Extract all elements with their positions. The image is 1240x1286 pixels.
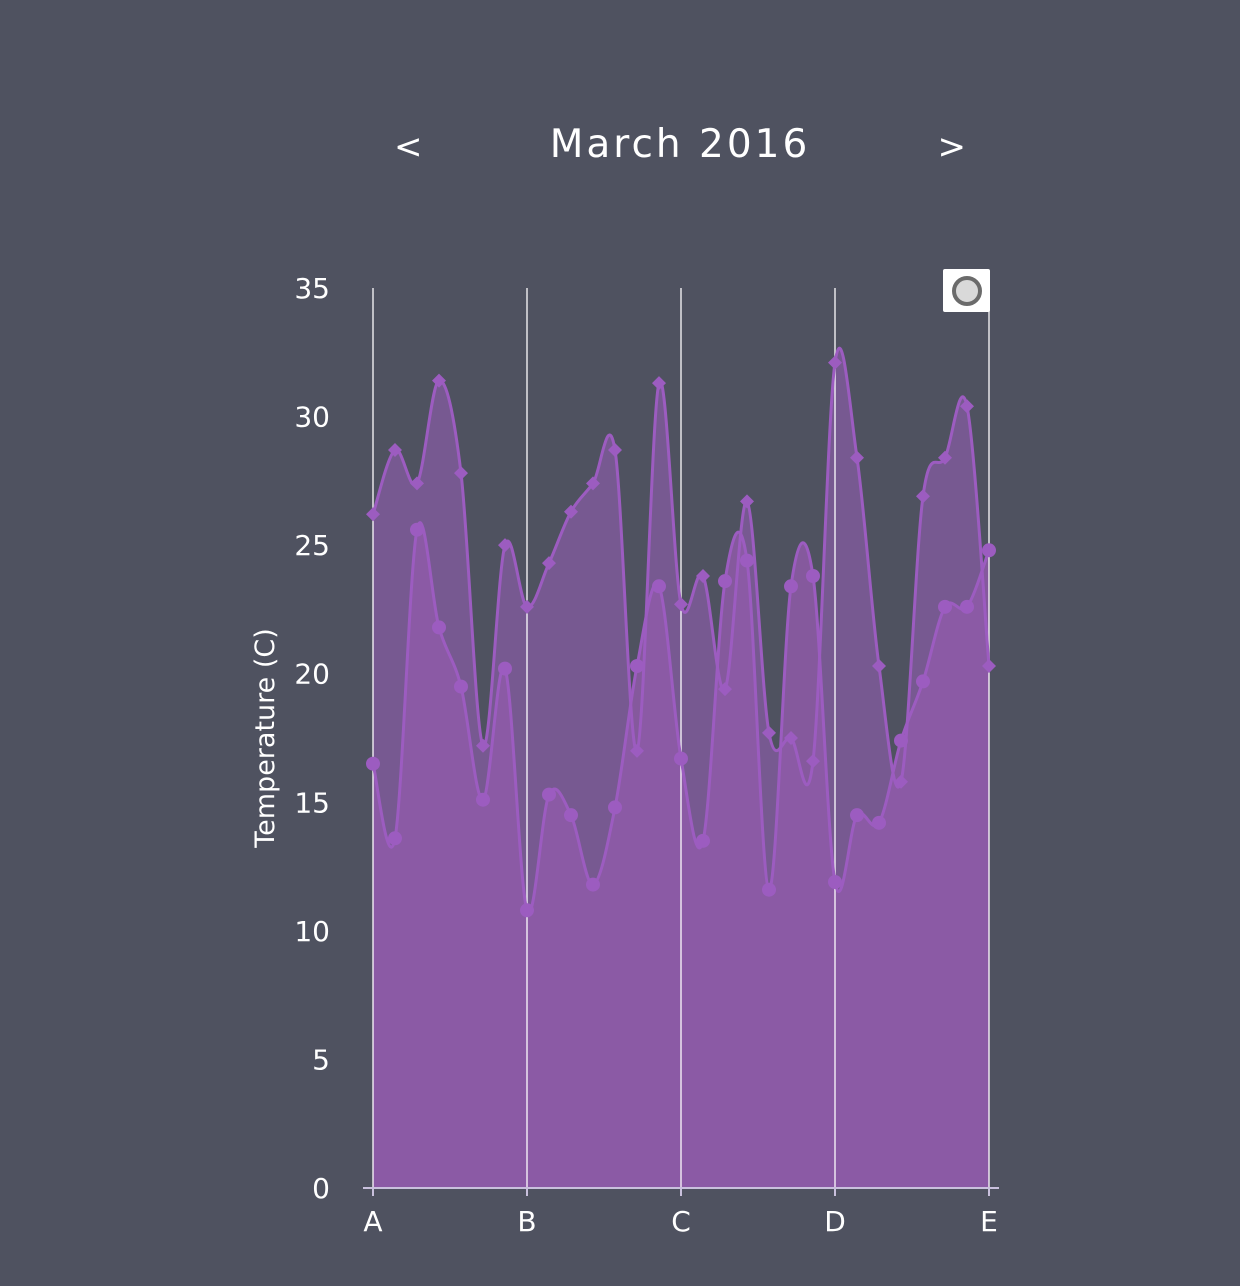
- series-2-point: [916, 674, 930, 689]
- x-tick-label: A: [363, 1205, 382, 1238]
- series-1-point: [938, 450, 952, 465]
- series-1-point: [608, 443, 622, 457]
- y-tick-label: 25: [294, 529, 330, 562]
- series-2-point: [652, 579, 666, 594]
- y-axis-label: Temperature (C): [250, 628, 281, 849]
- series-2-point: [696, 833, 710, 848]
- series-1-point: [520, 599, 534, 614]
- y-tick-label: 30: [294, 401, 330, 434]
- series-1-point: [916, 489, 930, 504]
- series-2-point: [498, 661, 512, 676]
- month-title: March 2016: [549, 122, 811, 167]
- series-2-point: [520, 903, 534, 918]
- series-1-point: [564, 504, 578, 519]
- series-1-point: [806, 754, 820, 769]
- y-tick-label: 35: [294, 272, 330, 305]
- prev-month-button[interactable]: <: [394, 127, 423, 167]
- y-tick-label: 20: [294, 658, 330, 691]
- series-2-point: [762, 882, 776, 897]
- y-tick-label: 0: [312, 1172, 330, 1205]
- x-tick-label: D: [824, 1205, 846, 1238]
- series-2-point: [476, 792, 490, 807]
- series-2-point: [828, 875, 842, 889]
- series-2-point: [432, 620, 446, 635]
- series-1-point: [696, 569, 710, 583]
- y-tick-label: 15: [294, 786, 330, 819]
- series-1-point: [366, 507, 380, 522]
- next-month-button[interactable]: >: [937, 127, 967, 167]
- series-2-point: [872, 815, 886, 830]
- series-1-point: [542, 556, 556, 571]
- series-1-point: [652, 376, 666, 391]
- series-1-point: [586, 476, 600, 491]
- series-1-point: [828, 355, 842, 370]
- series-2-point: [718, 574, 732, 589]
- series-2-point: [960, 599, 974, 614]
- series-2-point: [586, 877, 600, 892]
- x-tick-label: B: [517, 1205, 536, 1238]
- series-2-point: [542, 787, 556, 802]
- series-2-point: [366, 756, 380, 771]
- series-2-point: [608, 800, 622, 815]
- series-1-point: [960, 399, 974, 414]
- series-1-point: [674, 597, 688, 612]
- series-2-point: [894, 733, 908, 748]
- series-2-point: [630, 659, 644, 673]
- series-1-point: [982, 659, 996, 673]
- series-2-point: [938, 599, 952, 614]
- series-2-point: [410, 522, 424, 537]
- ring-icon: [952, 276, 982, 306]
- y-tick-label: 5: [312, 1043, 330, 1076]
- series-2-point: [806, 569, 820, 583]
- series-2-point: [674, 751, 688, 766]
- series-2-point: [784, 579, 798, 594]
- x-tick-label: E: [980, 1205, 998, 1238]
- y-tick-label: 10: [294, 915, 330, 948]
- series-2-point: [454, 679, 468, 694]
- series-2-point: [982, 543, 996, 558]
- series-2-point: [388, 831, 402, 846]
- series-1-point: [894, 774, 908, 789]
- series-2-point: [564, 808, 578, 823]
- series-1-point: [872, 659, 886, 673]
- series-1-point: [410, 476, 424, 491]
- series-1-point: [740, 494, 754, 509]
- series-1-point: [630, 743, 644, 758]
- series-1-point: [388, 443, 402, 457]
- series-1-point: [432, 373, 446, 388]
- series-1-point: [498, 538, 512, 553]
- series-1-point: [454, 466, 468, 481]
- series-1-point: [762, 725, 776, 740]
- series-2-point: [740, 553, 754, 568]
- series-1-point: [476, 738, 490, 753]
- month-header: < March 2016 >: [380, 112, 980, 182]
- series-1-point: [784, 731, 798, 745]
- series-2-point: [850, 808, 864, 823]
- series-1-point: [850, 450, 864, 465]
- legend-toggle-button[interactable]: [943, 269, 990, 312]
- x-tick-label: C: [671, 1205, 691, 1238]
- series-1-point: [718, 682, 732, 697]
